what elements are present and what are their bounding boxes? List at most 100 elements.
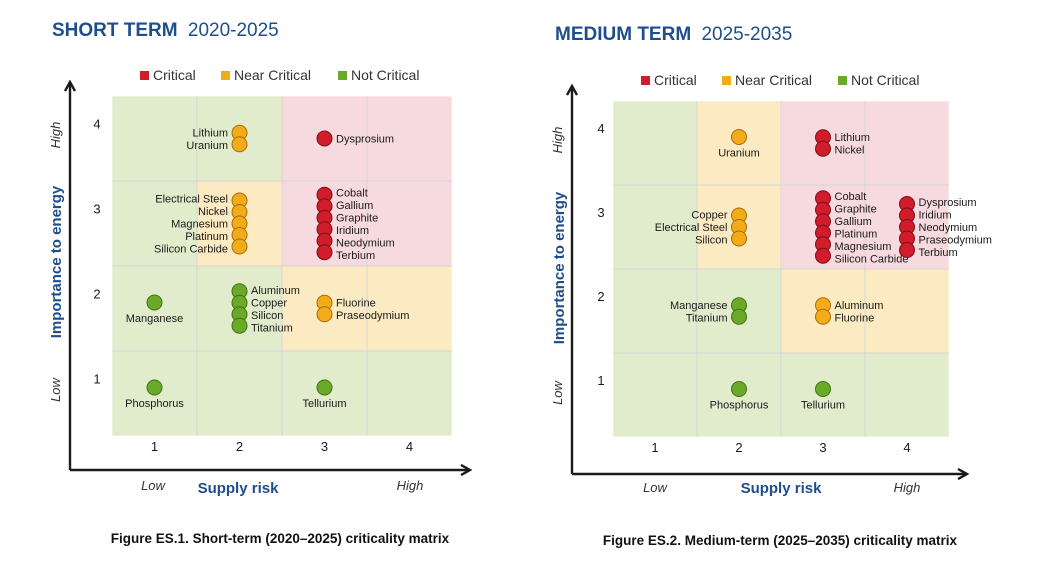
element-group: Dysprosium	[316, 130, 394, 147]
element-group: DysprosiumIridiumNeodymiumPraseodymiumTe…	[899, 196, 992, 259]
y-tick-label: 2	[597, 289, 604, 304]
element-group: Phosphorus	[125, 379, 184, 410]
legend-near-critical-swatch	[722, 76, 731, 85]
element-group: Electrical SteelNickelMagnesiumPlatinumS…	[154, 192, 248, 256]
legend-not-critical-label: Not Critical	[851, 72, 919, 88]
short-term-x-low: Low	[141, 478, 166, 493]
matrix-cell	[111, 95, 198, 182]
x-tick-label: 4	[406, 439, 413, 454]
element-label: Phosphorus	[710, 400, 769, 412]
element-label: Lithium	[835, 132, 870, 144]
legend-near-critical-swatch	[221, 71, 230, 80]
element-label: Terbium	[919, 247, 958, 259]
element-marker	[316, 306, 333, 323]
element-label: Graphite	[835, 203, 877, 215]
y-tick-label: 1	[597, 373, 604, 388]
element-group: CobaltGraphiteGalliumPlatinumMagnesiumSi…	[815, 190, 908, 265]
element-marker	[815, 140, 831, 157]
x-tick-label: 3	[819, 440, 826, 455]
element-label: Dysprosium	[336, 134, 394, 146]
short-term-x-high: High	[397, 478, 424, 493]
y-tick-label: 2	[93, 287, 100, 302]
element-marker	[316, 130, 333, 147]
matrix-cell	[864, 352, 950, 438]
element-label: Magnesium	[835, 241, 892, 253]
element-marker	[231, 238, 248, 255]
medium-term-x-high: High	[894, 480, 921, 495]
short-term-title-range: 2020-2025	[188, 20, 279, 41]
element-label: Manganese	[670, 300, 728, 312]
element-marker	[731, 129, 747, 145]
element-group: Phosphorus	[710, 381, 769, 412]
element-label: Gallium	[835, 216, 872, 228]
element-marker	[731, 381, 747, 397]
element-group: Manganese	[126, 294, 183, 325]
short-term-title-bold: SHORT TERM	[52, 20, 178, 41]
matrix-background	[612, 100, 950, 438]
element-label: Tellurium	[801, 400, 845, 412]
legend-not-critical-swatch	[838, 76, 847, 85]
medium-term-title-range: 2025-2035	[701, 24, 792, 45]
element-label: Neodymium	[919, 222, 978, 234]
x-tick-label: 2	[735, 440, 742, 455]
medium-term-title-bold: MEDIUM TERM	[555, 24, 691, 45]
element-label: Silicon	[251, 310, 283, 322]
legend-critical-swatch	[140, 71, 149, 80]
y-tick-label: 4	[597, 121, 604, 136]
matrix-cell	[612, 184, 698, 270]
element-label: Iridium	[919, 210, 952, 222]
element-label: Nickel	[198, 206, 228, 218]
medium-term-y-axis-title: Importance to energy	[551, 191, 568, 344]
medium-term-x-axis-title: Supply risk	[741, 480, 823, 497]
legend-critical-label: Critical	[153, 67, 196, 83]
x-tick-label: 3	[321, 439, 328, 454]
element-label: Praseodymium	[336, 310, 409, 322]
element-marker	[815, 381, 831, 397]
medium-term-caption: Figure ES.2. Medium-term (2025–2035) cri…	[603, 533, 958, 548]
y-tick-label: 3	[597, 205, 604, 220]
medium-term-title: MEDIUM TERM 2025-2035	[555, 24, 792, 45]
element-group: Tellurium	[302, 379, 347, 410]
matrix-cell	[864, 100, 950, 186]
element-label: Nickel	[835, 144, 865, 156]
element-label: Titanium	[686, 312, 728, 324]
legend-near-critical-label: Near Critical	[234, 67, 311, 83]
element-label: Uranium	[186, 140, 228, 152]
y-tick-label: 3	[93, 202, 100, 217]
x-tick-label: 1	[151, 439, 158, 454]
legend-near-critical-label: Near Critical	[735, 72, 812, 88]
element-label: Iridium	[336, 225, 369, 237]
element-label: Uranium	[718, 148, 760, 160]
medium-term-panel: MEDIUM TERM 2025-2035 Critical Near Crit…	[550, 24, 958, 548]
matrix-cell	[366, 350, 453, 437]
element-label: Platinum	[835, 228, 878, 240]
short-term-title: SHORT TERM 2020-2025	[52, 20, 279, 41]
medium-term-y-low: Low	[550, 379, 565, 404]
short-term-y-low: Low	[48, 376, 63, 401]
element-marker	[231, 136, 248, 153]
element-marker	[899, 242, 915, 258]
legend-critical-label: Critical	[654, 72, 697, 88]
element-label: Platinum	[185, 231, 228, 243]
element-label: Titanium	[251, 322, 293, 334]
short-term-y-high: High	[48, 122, 63, 149]
element-marker	[731, 308, 747, 325]
element-label: Electrical Steel	[655, 222, 728, 234]
matrix-cell	[366, 95, 453, 182]
element-label: Fluorine	[336, 297, 376, 309]
element-label: Aluminum	[835, 300, 884, 312]
element-label: Aluminum	[251, 285, 300, 297]
x-tick-label: 1	[651, 440, 658, 455]
element-label: Terbium	[336, 250, 375, 262]
matrix-cell	[111, 180, 198, 267]
legend-not-critical-label: Not Critical	[351, 67, 419, 83]
element-label: Graphite	[336, 212, 378, 224]
element-label: Dysprosium	[919, 197, 977, 209]
